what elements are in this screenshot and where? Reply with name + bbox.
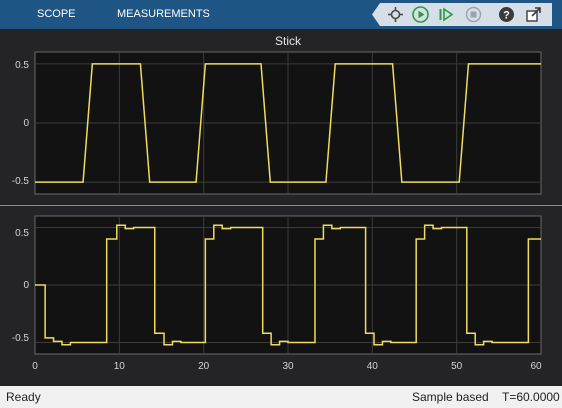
top-axes: 0.5 0 -0.5 — [12, 51, 542, 195]
bottom-axes: 0.5 0 -0.5 0 10 20 30 40 50 60 — [12, 215, 542, 372]
status-bar: Ready Sample based T=60.0000 — [0, 386, 562, 408]
x-tick-label: 30 — [282, 361, 294, 372]
scope-plots: Stick 0.5 0 -0.5 0.5 0 -0.5 0 10 — [0, 34, 562, 372]
status-sim-time: T=60.0000 — [502, 390, 560, 404]
scope-toolbar: SCOPE MEASUREMENTS ? — [0, 0, 562, 29]
scope-display: Stick 0.5 0 -0.5 0.5 0 -0.5 0 10 — [0, 29, 562, 386]
x-tick-label: 10 — [114, 361, 126, 372]
stop-icon[interactable] — [465, 6, 482, 23]
svg-text:?: ? — [503, 10, 510, 22]
top-y-tick-label: 0 — [23, 118, 29, 129]
bottom-x-ticks: 0 10 20 30 40 50 60 — [32, 361, 542, 372]
x-tick-label: 60 — [530, 361, 542, 372]
run-icon[interactable] — [412, 6, 429, 23]
top-y-ticks: 0.5 0 -0.5 — [12, 60, 30, 187]
bottom-y-ticks: 0.5 0 -0.5 — [12, 228, 30, 344]
top-series-line — [35, 63, 541, 183]
undock-icon[interactable] — [525, 6, 542, 23]
x-tick-label: 20 — [198, 361, 210, 372]
bottom-y-tick-label: -0.5 — [12, 333, 30, 344]
bottom-series-line — [35, 224, 541, 346]
top-y-tick-label: 0.5 — [15, 60, 29, 71]
chart-title: Stick — [275, 34, 302, 48]
bottom-y-tick-label: 0.5 — [15, 228, 29, 239]
status-sample-mode: Sample based — [412, 390, 489, 404]
tab-measurements[interactable]: MEASUREMENTS — [117, 8, 210, 20]
top-y-tick-label: -0.5 — [12, 176, 30, 187]
x-tick-label: 0 — [32, 361, 38, 372]
x-tick-label: 40 — [367, 361, 379, 372]
step-forward-icon[interactable] — [437, 6, 454, 23]
x-tick-label: 50 — [451, 361, 463, 372]
help-icon[interactable]: ? — [498, 6, 515, 23]
status-ready: Ready — [6, 390, 41, 404]
snapshot-icon[interactable] — [387, 6, 404, 23]
tab-scope[interactable]: SCOPE — [37, 8, 76, 20]
bottom-y-tick-label: 0 — [23, 280, 29, 291]
